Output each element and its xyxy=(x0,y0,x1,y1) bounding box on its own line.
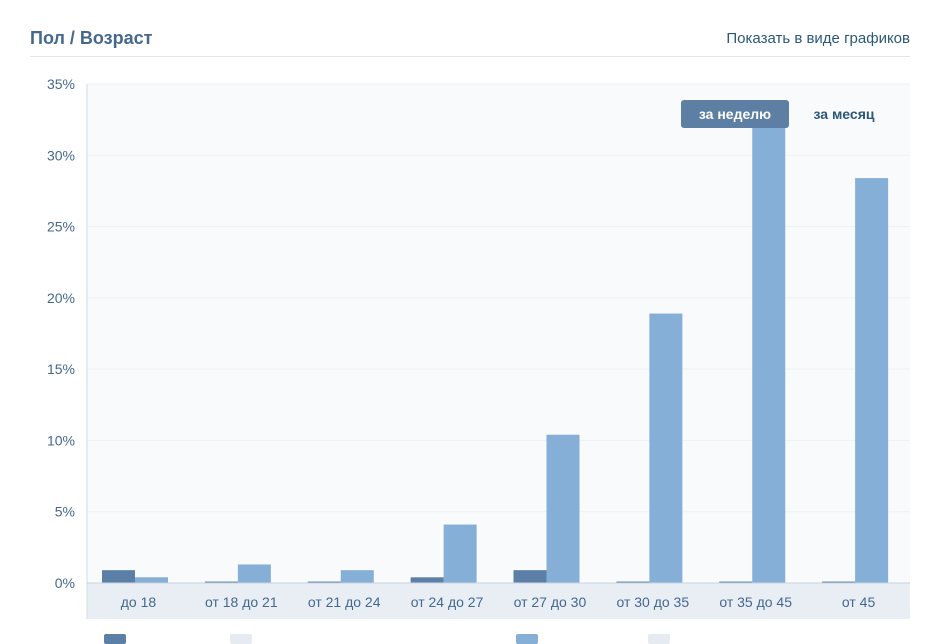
legend-swatch-medium xyxy=(516,634,538,644)
month-toggle-button[interactable]: за месяц xyxy=(813,106,875,122)
bar-s1 xyxy=(513,570,547,583)
section-title: Пол / Возраст xyxy=(30,28,153,48)
legend-swatch-light-2 xyxy=(648,634,670,644)
bar-s1 xyxy=(102,570,135,583)
y-tick-label: 25% xyxy=(47,219,75,235)
bar-s1 xyxy=(410,577,444,583)
bar-s2 xyxy=(546,434,580,583)
x-axis-band xyxy=(87,583,910,619)
x-category-label: до 18 xyxy=(121,594,157,610)
y-tick-label: 30% xyxy=(47,147,75,163)
x-category-label: от 24 до 27 xyxy=(411,594,484,610)
show-as-graphs-link[interactable]: Показать в виде графиков xyxy=(726,30,910,47)
y-tick-label: 20% xyxy=(47,290,75,306)
bar-s1 xyxy=(204,581,238,583)
bar-s2 xyxy=(237,564,271,583)
bar-s2 xyxy=(135,577,168,583)
y-tick-label: 10% xyxy=(47,432,75,448)
legend-swatch-light-1 xyxy=(230,634,252,644)
x-category-label: от 30 до 35 xyxy=(616,594,689,610)
x-category-label: от 35 до 45 xyxy=(719,594,792,610)
bar-s2 xyxy=(443,524,477,583)
x-category-label: от 18 до 21 xyxy=(205,594,278,610)
bar-s1 xyxy=(719,581,753,583)
plot-area xyxy=(87,84,910,583)
bar-s1 xyxy=(822,581,856,583)
y-tick-label: 0% xyxy=(55,575,75,591)
bar-s2 xyxy=(649,313,683,583)
bar-s2 xyxy=(340,570,374,583)
bar-s2 xyxy=(855,178,889,583)
x-category-label: от 27 до 30 xyxy=(514,594,587,610)
section-header: Пол / Возраст Показать в виде графиков xyxy=(30,22,910,57)
x-category-label: от 21 до 24 xyxy=(308,594,381,610)
x-category-label: от 45 xyxy=(842,594,876,610)
week-toggle-button[interactable]: за неделю xyxy=(681,100,789,128)
y-tick-label: 35% xyxy=(47,76,75,92)
bar-s2 xyxy=(752,119,786,584)
y-tick-label: 15% xyxy=(47,361,75,377)
legend-swatch-dark xyxy=(104,634,126,644)
bar-s1 xyxy=(616,581,650,583)
bar-s1 xyxy=(307,581,341,583)
y-tick-label: 5% xyxy=(55,504,75,520)
